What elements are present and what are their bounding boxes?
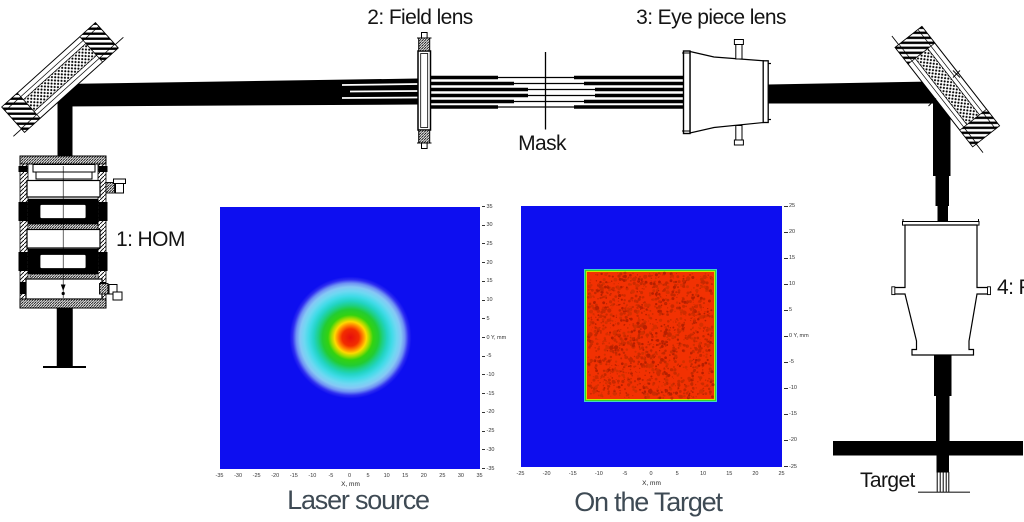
beam-mirror1-to-fieldlens xyxy=(60,78,418,107)
y-tick-label: 35 xyxy=(482,204,493,210)
x-tick-label: -25 xyxy=(252,472,261,479)
x-tick-label: -15 xyxy=(289,472,298,479)
y-tick-label: -15 xyxy=(784,411,797,417)
label-hom: 1: HOM xyxy=(116,227,185,251)
eyepiece-lens-drawing xyxy=(682,39,771,146)
on-target-x-axis: -25 -20 -15 -10 -5 0 5 10 15 20 25 xyxy=(517,471,785,479)
y-tick-label: 15 xyxy=(482,278,493,284)
y-tick-label: -10 xyxy=(784,385,797,391)
x-tick-label: -20 xyxy=(542,471,551,477)
y-tick-label: 0 Y, mm xyxy=(784,333,809,339)
x-tick-label: 15 xyxy=(726,471,733,477)
y-tick-label: 15 xyxy=(784,255,795,261)
hom-assembly-drawing xyxy=(18,155,126,368)
caption-laser-source: Laser source xyxy=(287,485,430,515)
fold-mirror-1 xyxy=(1,22,124,137)
beam-eyepiece-to-mirror2 xyxy=(768,81,951,104)
y-tick-label: 10 xyxy=(784,281,795,287)
label-target: Target xyxy=(860,468,915,492)
x-tick-label: 30 xyxy=(457,472,464,479)
y-tick-label: -20 xyxy=(784,437,797,443)
beam-mirror2-to-lens4 xyxy=(933,93,951,176)
x-tick-label: 25 xyxy=(439,472,446,479)
x-tick-label: 25 xyxy=(778,471,785,477)
x-tick-label: -25 xyxy=(516,471,525,477)
x-tick-label: 0 xyxy=(649,471,653,477)
projection-lens-drawing xyxy=(891,219,991,356)
label-mask: Mask xyxy=(518,131,566,155)
laser-source-plot: -35 -30 -25 -20 -15 -10 -5 0 5 10 15 20 25 30 35 X, mm… xyxy=(216,204,507,489)
x-tick-label: -10 xyxy=(594,471,603,477)
hom-fitting-top xyxy=(105,178,126,194)
y-tick-label: 10 xyxy=(482,297,493,303)
x-tick-label: 15 xyxy=(402,472,409,479)
y-tick-label: 5 xyxy=(784,307,792,313)
x-tick-label: -5 xyxy=(622,471,628,477)
laser-beam-path xyxy=(57,75,1023,493)
x-tick-label: -35 xyxy=(215,472,224,479)
laser-source-y-axis: 35 30 25 20 15 10 5 0 Y, mm -5 -10 -15 -20 -25 -30 -35 xyxy=(482,204,512,472)
beam-focus-lines xyxy=(936,472,950,492)
x-tick-label: 5 xyxy=(366,472,370,479)
x-tick-label: 10 xyxy=(700,471,707,477)
y-tick-label: -15 xyxy=(482,391,495,397)
y-tick-label: -25 xyxy=(482,428,495,434)
y-tick-label: -5 xyxy=(784,359,794,365)
x-tick-label: 5 xyxy=(675,471,679,477)
y-tick-label: -10 xyxy=(482,372,495,378)
laser-source-x-axis-title: X, mm xyxy=(341,481,360,488)
fold-point-markers xyxy=(928,70,961,107)
field-lens-drawing xyxy=(417,32,432,149)
y-tick-label: -25 xyxy=(784,464,797,470)
laser-source-x-axis: -35 -30 -25 -20 -15 -10 -5 0 5 10 15 20 25 30 35 xyxy=(216,472,483,481)
caption-on-the-target: On the Target xyxy=(574,486,723,517)
x-tick-label: -10 xyxy=(308,472,317,479)
y-tick-label: 20 xyxy=(482,260,493,266)
label-field-lens: 2: Field lens xyxy=(367,5,473,29)
x-tick-label: -15 xyxy=(568,471,577,477)
x-tick-label: 20 xyxy=(420,472,427,479)
on-target-x-axis-title: X, mm xyxy=(642,479,661,487)
speckle-noise xyxy=(586,271,714,400)
label-projection-lens: 4: P xyxy=(997,276,1024,299)
on-target-y-axis: 25 20 15 10 5 0 Y, mm -5 -10 -15 -20 -25 xyxy=(784,203,814,470)
y-tick-label: -30 xyxy=(482,447,495,453)
on-target-plot: -25 -20 -15 -10 -5 0 5 10 15 20 25 X, mm 25 20 15 10 5… xyxy=(517,203,809,487)
x-tick-label: -30 xyxy=(234,472,243,479)
y-tick-label: 5 xyxy=(482,316,490,322)
x-tick-label: 10 xyxy=(383,472,390,479)
y-tick-label: -5 xyxy=(482,353,492,359)
y-tick-label: 30 xyxy=(482,222,493,228)
x-tick-label: 20 xyxy=(752,471,759,477)
y-tick-label: 0 Y, mm xyxy=(482,335,507,341)
target-plane-bar xyxy=(833,441,1023,456)
beam-lens4-to-target xyxy=(934,355,952,396)
y-tick-label: -35 xyxy=(482,466,495,472)
y-tick-label: -20 xyxy=(482,409,495,415)
fold-mirror-2 xyxy=(891,25,1001,153)
y-tick-label: 25 xyxy=(784,203,795,209)
x-tick-label: -20 xyxy=(271,472,280,479)
x-tick-label: 0 xyxy=(347,472,352,479)
hom-pedestal-post xyxy=(56,307,73,367)
flat-top-square xyxy=(584,269,716,401)
y-tick-label: 25 xyxy=(482,241,493,247)
y-tick-label: 20 xyxy=(784,229,795,235)
laser-source-heatmap xyxy=(219,206,480,469)
x-tick-label: 35 xyxy=(476,472,483,479)
hom-fitting-bottom xyxy=(99,283,123,301)
label-eyepiece-lens: 3: Eye piece lens xyxy=(636,6,786,29)
x-tick-label: -5 xyxy=(328,472,334,479)
